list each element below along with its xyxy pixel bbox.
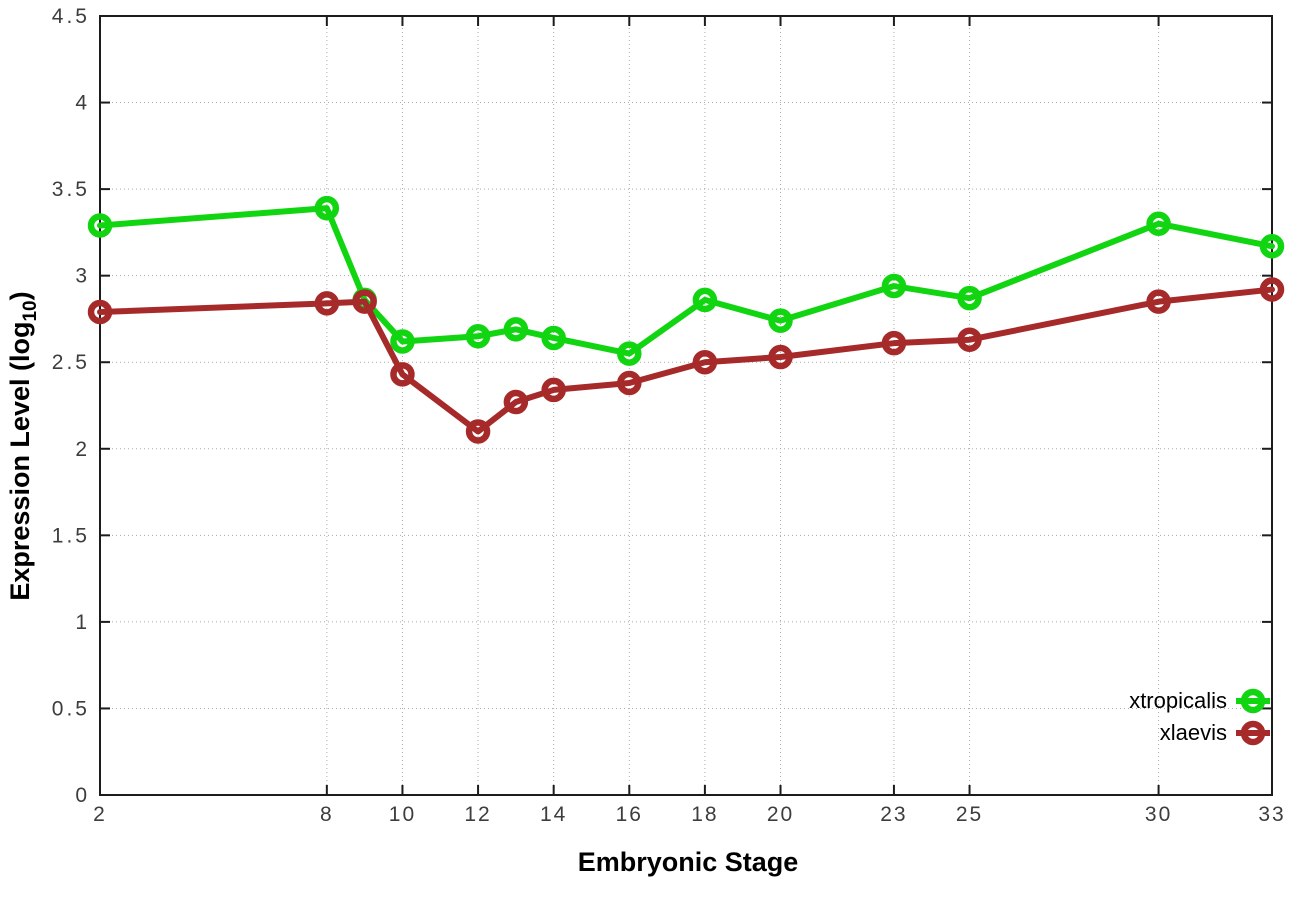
legend-label-xtropicalis: xtropicalis bbox=[1129, 688, 1227, 713]
legend-item-xtropicalis: xtropicalis bbox=[1129, 685, 1270, 717]
y-tick-label: 2.5 bbox=[52, 351, 90, 374]
data-point-xlaevis bbox=[1259, 277, 1285, 302]
x-tick-label: 14 bbox=[540, 803, 567, 826]
x-tick-label: 10 bbox=[389, 803, 416, 826]
data-point-xlaevis bbox=[541, 377, 566, 403]
data-point-xlaevis bbox=[768, 344, 793, 370]
x-tick-label: 33 bbox=[1258, 803, 1285, 826]
y-tick-label: 3 bbox=[75, 265, 90, 288]
x-tick-label: 25 bbox=[956, 803, 983, 826]
y-axis-title-subscript: 10 bbox=[20, 300, 41, 322]
data-point-xlaevis bbox=[87, 299, 113, 325]
y-tick-label: 2 bbox=[75, 438, 90, 461]
y-tick-label: 4 bbox=[75, 92, 90, 115]
data-point-xtropicalis bbox=[541, 325, 566, 351]
x-axis-title: Embryonic Stage bbox=[577, 847, 799, 877]
data-point-xlaevis bbox=[503, 389, 529, 415]
data-point-xlaevis bbox=[314, 291, 340, 316]
legend-marker-xtropicalis bbox=[1236, 688, 1270, 714]
y-tick-label: 1.5 bbox=[52, 524, 90, 547]
data-point-xtropicalis bbox=[1146, 211, 1171, 236]
x-tick-label: 18 bbox=[691, 803, 718, 826]
data-point-xtropicalis bbox=[314, 195, 340, 221]
data-point-xtropicalis bbox=[957, 285, 982, 311]
x-tick-label: 16 bbox=[616, 803, 643, 826]
y-axis-title: Expression Level (log10) bbox=[0, 221, 41, 671]
x-tick-label: 30 bbox=[1145, 803, 1172, 826]
data-point-xlaevis bbox=[465, 419, 491, 444]
data-point-xtropicalis bbox=[465, 324, 491, 349]
data-point-xlaevis bbox=[390, 362, 415, 387]
y-tick-label: 1 bbox=[75, 611, 90, 634]
plot-frame bbox=[99, 15, 1273, 796]
data-point-xtropicalis bbox=[87, 213, 113, 238]
data-point-xtropicalis bbox=[1259, 233, 1285, 259]
x-tick-label: 2 bbox=[93, 803, 107, 826]
y-axis-title-main: Expression Level (log bbox=[5, 321, 35, 601]
data-point-xtropicalis bbox=[617, 341, 642, 366]
series-line-xlaevis bbox=[97, 286, 1275, 435]
y-tick-label: 4.5 bbox=[52, 5, 90, 28]
x-tick-label: 23 bbox=[880, 803, 907, 826]
data-point-xlaevis bbox=[881, 330, 907, 356]
legend: xtropicalis xlaevis bbox=[1129, 685, 1270, 749]
y-tick-label: 0.5 bbox=[52, 697, 90, 720]
y-tick-label: 3.5 bbox=[52, 178, 90, 201]
x-tick-label: 20 bbox=[767, 803, 794, 826]
y-tick-label: 0 bbox=[75, 784, 90, 807]
data-point-xtropicalis bbox=[692, 287, 718, 313]
y-axis-title-close: ) bbox=[5, 291, 35, 301]
data-point-xlaevis bbox=[1146, 289, 1171, 314]
data-point-xlaevis bbox=[617, 370, 642, 396]
x-tick-label: 12 bbox=[464, 803, 491, 826]
legend-item-xlaevis: xlaevis bbox=[1129, 717, 1270, 749]
x-tick-label: 8 bbox=[320, 803, 334, 826]
series-line-xtropicalis bbox=[97, 205, 1275, 357]
legend-label-xlaevis: xlaevis bbox=[1159, 720, 1227, 745]
data-point-xtropicalis bbox=[390, 329, 415, 354]
data-point-xtropicalis bbox=[768, 308, 793, 333]
data-point-xlaevis bbox=[352, 289, 377, 314]
data-point-xlaevis bbox=[692, 349, 718, 375]
data-point-xtropicalis bbox=[503, 317, 529, 342]
data-point-xtropicalis bbox=[881, 273, 907, 299]
data-point-xlaevis bbox=[957, 327, 982, 352]
legend-marker-xlaevis bbox=[1236, 720, 1270, 746]
